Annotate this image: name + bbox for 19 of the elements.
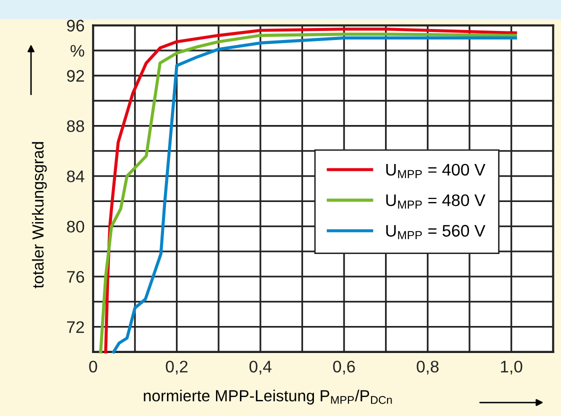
x-tick-label: 1,0 xyxy=(501,360,522,374)
x-tick-label: 0 xyxy=(89,360,98,373)
legend-label: U$_{MPP}$ = 480 V xyxy=(386,194,486,209)
x-tick-label: 0,2 xyxy=(166,360,188,374)
y-tick-label: 92 xyxy=(67,70,84,82)
y-tick-label: 76 xyxy=(67,270,84,283)
y-tick-label: 96 xyxy=(67,20,84,32)
legend-label: U$_{MPP}$ = 560 V xyxy=(386,224,486,240)
y-tick-label: 88 xyxy=(66,120,84,132)
y-tick-label: % xyxy=(70,44,84,57)
y-axis-title: totaler Wirkungsgrad xyxy=(32,142,47,288)
y-tick-label: 72 xyxy=(67,321,84,333)
x-tick-label: 0,8 xyxy=(416,360,439,374)
legend-label: U$_{MPP}$ = 400 V xyxy=(386,164,486,178)
y-tick-label: 80 xyxy=(66,220,84,233)
x-tick-label: 0,6 xyxy=(333,360,355,374)
y-tick-label: 84 xyxy=(66,170,84,182)
x-tick-label: 0,4 xyxy=(249,360,272,374)
x-axis-title: normierte MPP-Leistung P$_{MPP}$/P$_{DCn}$ xyxy=(144,390,392,405)
